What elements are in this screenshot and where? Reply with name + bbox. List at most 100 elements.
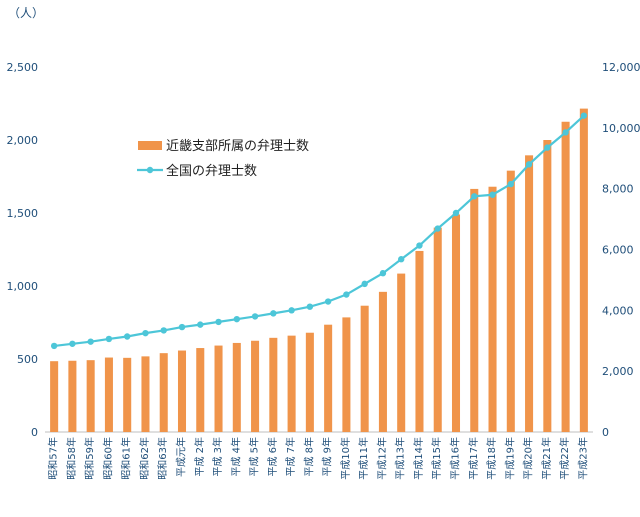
x-tick-label: 平成 2年 bbox=[193, 437, 206, 477]
y-right-tick-label: 4,000 bbox=[602, 304, 634, 317]
legend-line-marker bbox=[146, 166, 154, 174]
line-point bbox=[105, 335, 113, 343]
bar bbox=[433, 227, 442, 432]
bar bbox=[415, 250, 424, 432]
line-point bbox=[544, 144, 551, 151]
x-tick-label: 平成14年 bbox=[412, 437, 425, 480]
x-tick-label: 平成 7年 bbox=[284, 437, 297, 477]
bar bbox=[360, 305, 369, 432]
bar bbox=[159, 353, 168, 432]
y-right-tick-label: 2,000 bbox=[602, 365, 634, 378]
y-left-tick-label: 2,500 bbox=[7, 61, 39, 74]
y-right-tick-label: 10,000 bbox=[602, 122, 640, 135]
x-tick-label: 平成元年 bbox=[175, 437, 188, 477]
x-tick-label: 平成20年 bbox=[522, 437, 535, 480]
line-point bbox=[142, 329, 149, 337]
x-tick-label: 平成 8年 bbox=[302, 437, 315, 477]
x-tick-label: 平成21年 bbox=[540, 437, 553, 480]
line-point bbox=[215, 318, 222, 326]
x-tick-label: 平成 4年 bbox=[229, 437, 242, 477]
x-tick-label: 平成12年 bbox=[375, 437, 388, 480]
bar bbox=[196, 348, 205, 432]
bar bbox=[305, 332, 314, 432]
y-right-tick-label: 12,000 bbox=[602, 61, 640, 74]
y-left-tick-label: 0 bbox=[31, 426, 38, 439]
x-tick-label: 平成10年 bbox=[339, 437, 352, 480]
line-point bbox=[251, 313, 259, 320]
line-point bbox=[270, 310, 277, 317]
bar bbox=[86, 360, 95, 432]
bar bbox=[488, 186, 497, 432]
line-point bbox=[124, 333, 131, 340]
y-left-tick-label: 2,000 bbox=[7, 134, 39, 147]
x-tick-label: 昭和57年 bbox=[47, 437, 60, 480]
x-tick-label: 昭和60年 bbox=[101, 437, 114, 480]
bar bbox=[104, 357, 113, 432]
line-point bbox=[416, 242, 423, 249]
x-tick-label: 平成22年 bbox=[558, 437, 571, 480]
line-point bbox=[489, 191, 496, 198]
y-right-tick-label: 8,000 bbox=[602, 183, 634, 196]
legend-line-label: 全国の弁理士数 bbox=[166, 163, 257, 179]
bar bbox=[50, 361, 59, 432]
bar bbox=[141, 356, 150, 432]
bar bbox=[232, 342, 241, 432]
line-point bbox=[160, 327, 167, 334]
x-tick-label: 平成 5年 bbox=[248, 437, 261, 477]
bar bbox=[287, 335, 296, 432]
x-tick-label: 平成16年 bbox=[449, 437, 462, 480]
x-tick-label: 平成13年 bbox=[394, 437, 407, 480]
y-left-tick-label: 1,000 bbox=[7, 280, 39, 293]
bar bbox=[324, 324, 333, 432]
line-point bbox=[507, 180, 514, 188]
line-point bbox=[361, 280, 368, 288]
x-axis-ticks: 昭和57年 昭和58年 昭和59年 昭和60年 昭和61年 昭和62年 昭和63年 平成元年平… bbox=[47, 437, 590, 480]
x-tick-label: 平成15年 bbox=[430, 437, 443, 480]
x-tick-label: 昭和63年 bbox=[156, 437, 169, 480]
line-point bbox=[452, 209, 460, 217]
line-point bbox=[434, 225, 441, 232]
bar bbox=[214, 345, 223, 432]
line-point bbox=[233, 315, 240, 323]
y-left-tick-label: 500 bbox=[17, 353, 38, 366]
line-point bbox=[324, 298, 332, 305]
x-tick-label: 平成 3年 bbox=[211, 437, 224, 477]
line-point bbox=[471, 193, 478, 200]
x-tick-label: 平成 6年 bbox=[266, 437, 279, 477]
x-tick-label: 平成17年 bbox=[467, 437, 480, 480]
legend: 近畿支部所属の弁理士数 全国の弁理士数 bbox=[137, 139, 309, 179]
legend-bar-label: 近畿支部所属の弁理士数 bbox=[166, 139, 309, 154]
line-point bbox=[69, 340, 76, 347]
bar bbox=[397, 273, 406, 432]
bar bbox=[451, 214, 461, 432]
x-tick-label: 平成11年 bbox=[357, 437, 370, 480]
x-tick-label: 平成 9年 bbox=[321, 437, 334, 477]
bar-series bbox=[50, 108, 588, 433]
bar bbox=[68, 360, 77, 432]
y-right-tick-label: 6,000 bbox=[602, 244, 634, 257]
bar bbox=[506, 170, 515, 432]
bar bbox=[525, 155, 534, 432]
bar bbox=[123, 357, 132, 432]
line-point bbox=[398, 256, 405, 263]
line-series bbox=[50, 112, 588, 350]
x-tick-label: 平成18年 bbox=[485, 437, 498, 480]
bar bbox=[251, 340, 260, 432]
bar bbox=[470, 188, 479, 432]
line-point bbox=[562, 129, 569, 136]
series-line bbox=[54, 114, 585, 348]
bar bbox=[579, 108, 588, 433]
line-point bbox=[288, 307, 295, 314]
bar bbox=[342, 317, 351, 432]
bar bbox=[269, 337, 278, 432]
x-tick-label: 平成23年 bbox=[576, 437, 589, 480]
y-left-tick-label: 1,500 bbox=[7, 207, 39, 220]
line-point bbox=[343, 291, 350, 298]
bar bbox=[543, 140, 552, 432]
bar bbox=[378, 291, 387, 432]
legend-bar-swatch bbox=[138, 141, 162, 150]
line-point bbox=[306, 303, 314, 310]
x-tick-label: 昭和62年 bbox=[138, 437, 151, 480]
